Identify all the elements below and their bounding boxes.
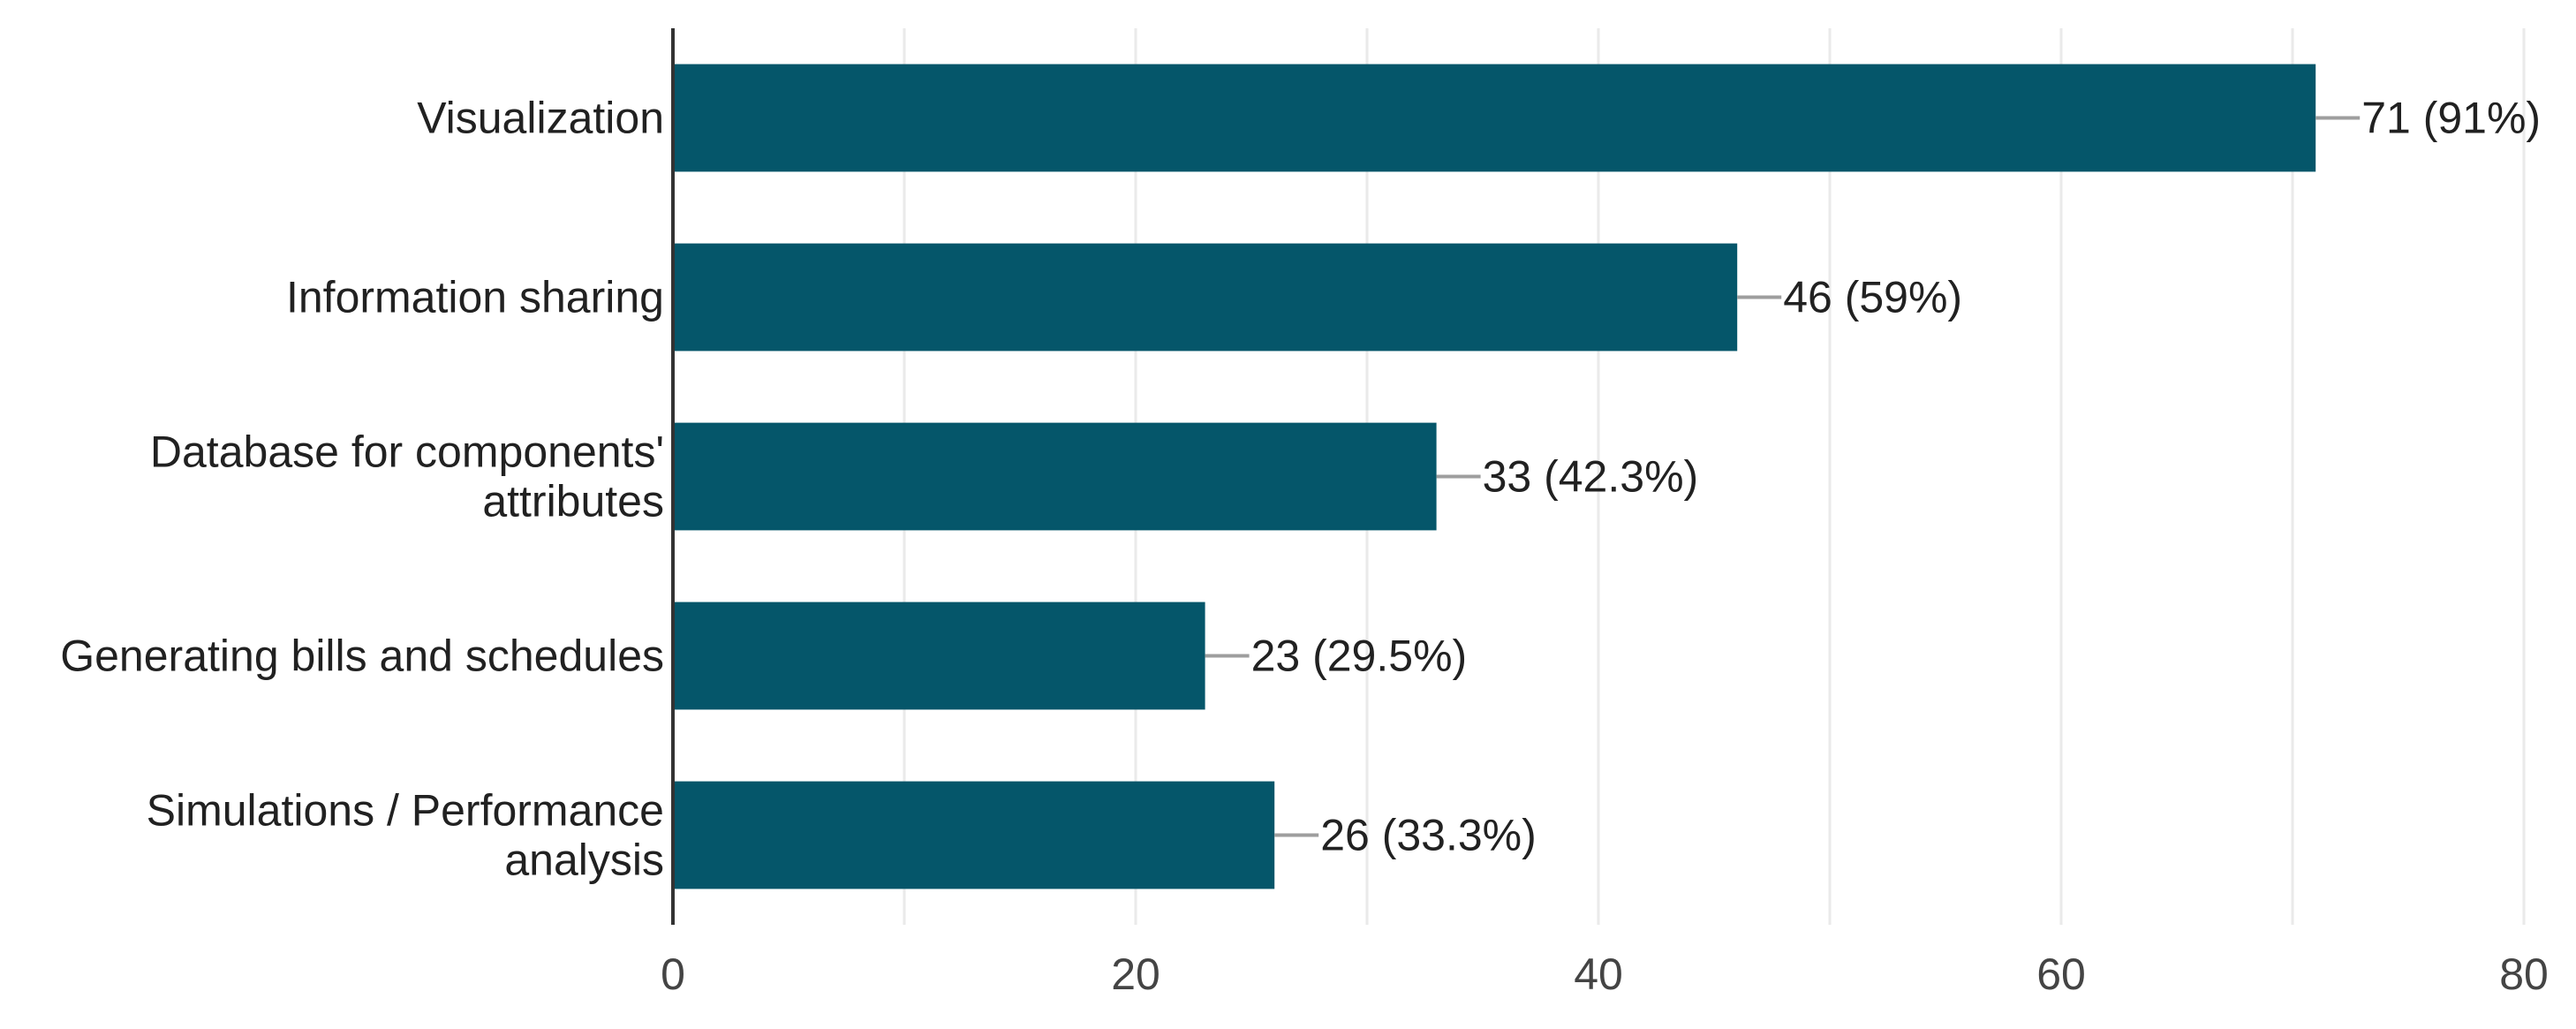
category-label-line-4-1: analysis xyxy=(504,836,664,885)
category-label-line-0-0: Visualization xyxy=(417,94,664,143)
data-label-1: 46 (59%) xyxy=(1783,273,1962,322)
bar-3 xyxy=(673,602,1205,710)
category-label-1: Information sharing xyxy=(286,273,664,322)
x-tick-label-2: 40 xyxy=(1574,950,1623,999)
bar-1 xyxy=(673,243,1738,352)
data-label-3: 23 (29.5%) xyxy=(1251,632,1468,681)
bar-4 xyxy=(673,781,1275,889)
category-label-line-2-1: attributes xyxy=(482,477,664,526)
category-label-line-1-0: Information sharing xyxy=(286,273,664,322)
category-label-line-4-0: Simulations / Performance xyxy=(147,786,664,836)
data-label-0: 71 (91%) xyxy=(2361,94,2541,143)
category-label-2: Database for components' attributes xyxy=(150,427,664,526)
category-label-4: Simulations / Performance analysis xyxy=(147,786,664,885)
bar-0 xyxy=(673,64,2316,172)
bar-2 xyxy=(673,422,1437,531)
labels: 71 (91%) Visualization 46 (59%) Information… xyxy=(60,94,2549,1000)
x-tick-label-0: 0 xyxy=(661,950,685,999)
data-label-2: 33 (42.3%) xyxy=(1483,452,1699,502)
data-label-4: 26 (33.3%) xyxy=(1320,811,1537,860)
x-tick-label-3: 60 xyxy=(2036,950,2086,999)
x-tick-label-4: 80 xyxy=(2499,950,2549,999)
x-tick-label-1: 20 xyxy=(1111,950,1160,999)
category-label-line-3-0: Generating bills and schedules xyxy=(60,632,664,681)
category-label-line-2-0: Database for components' xyxy=(150,427,664,477)
category-label-0: Visualization xyxy=(417,94,664,143)
category-label-3: Generating bills and schedules xyxy=(60,632,664,681)
bars xyxy=(673,64,2316,889)
data-label-leaders xyxy=(1205,116,2361,837)
